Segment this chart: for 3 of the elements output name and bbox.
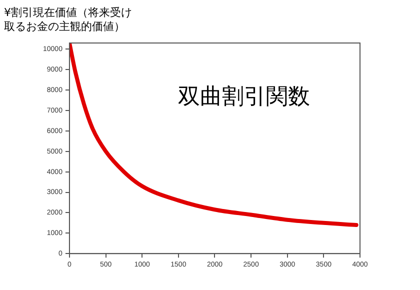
line-series	[69, 43, 358, 227]
y-axis-title: ¥割引現在価値（将来受け取るお金の主観的価値）	[4, 6, 133, 34]
annotation: 双曲割引関数	[178, 84, 310, 110]
